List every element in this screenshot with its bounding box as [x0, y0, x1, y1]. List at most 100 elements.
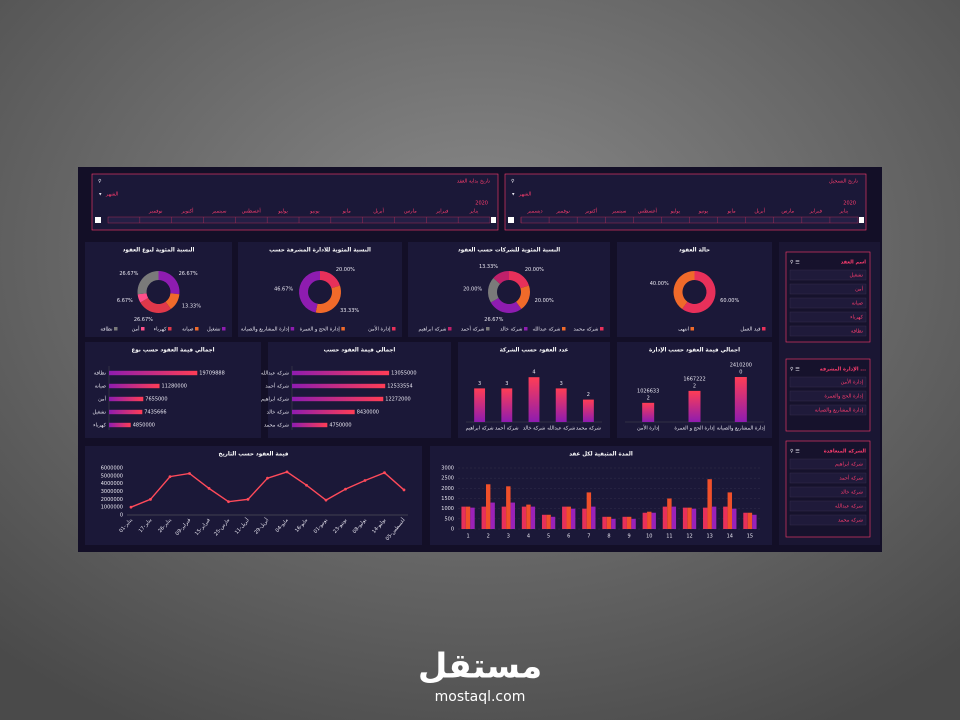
legend-swatch	[392, 327, 396, 331]
slicer-item[interactable]	[789, 297, 867, 309]
timeline-title: تاريخ بداية العقد	[457, 179, 491, 185]
timeline-month[interactable]: أبريل	[754, 208, 765, 215]
scroll-left[interactable]	[508, 217, 514, 223]
slicer-item-label[interactable]: إدارة المشاريع والصيانة	[815, 408, 864, 414]
timeline-month[interactable]: نوفمبر	[148, 209, 163, 215]
y-tick-label: 0	[120, 513, 123, 519]
timeline-month[interactable]: أغسطس	[242, 208, 262, 215]
category-label: شركة أحمد	[495, 425, 519, 432]
bar	[521, 506, 527, 529]
timeline-month[interactable]: أكتوبر	[584, 208, 598, 215]
slicer-item[interactable]	[789, 269, 867, 281]
slicer-item[interactable]	[789, 458, 867, 470]
bar	[292, 383, 386, 389]
bar	[555, 388, 567, 422]
bar	[671, 506, 677, 529]
slicer-item[interactable]	[789, 390, 867, 402]
timeline-month[interactable]: يونيو	[309, 209, 320, 215]
legend-label: شركة محمد	[573, 326, 598, 332]
slicer-item-label[interactable]: شركة ابراهيم	[835, 462, 863, 468]
y-tick-label: 500	[444, 516, 454, 522]
slicer-title: اسم العقد	[841, 260, 866, 266]
scroll-right[interactable]	[859, 217, 864, 223]
slicer-item[interactable]	[789, 514, 867, 526]
data-label: 6.67%	[117, 298, 133, 304]
timeline-month[interactable]: أكتوبر	[181, 208, 195, 215]
y-tick-label: 1000000	[101, 505, 123, 511]
x-tick-label: 13	[706, 534, 712, 540]
chart-panel	[617, 242, 772, 337]
timeline-month[interactable]: مارس	[404, 209, 417, 215]
timeline-month[interactable]: سبتمبر	[211, 209, 226, 215]
timeline-month[interactable]: مايو	[342, 209, 351, 215]
timeline-month[interactable]: يونيو	[698, 209, 709, 215]
slicer-item[interactable]	[789, 376, 867, 388]
slicer-item[interactable]	[789, 283, 867, 295]
legend-label: نظافة	[100, 326, 112, 332]
timeline-month[interactable]: يوليو	[670, 209, 681, 215]
timeline-month[interactable]: مارس	[781, 209, 794, 215]
bar	[752, 514, 757, 529]
timeline-level[interactable]: الشهر	[105, 192, 118, 198]
category-label: كهرباء	[93, 423, 106, 429]
x-tick-label: 5	[547, 534, 550, 540]
slicer-title: الشركة المتعاقدة	[824, 449, 867, 455]
chart-panel	[268, 342, 451, 438]
slicer-item-label[interactable]: شركة عبدالله	[835, 504, 863, 510]
slicer-item-label[interactable]: شركة أحمد	[839, 475, 863, 482]
slicer-item[interactable]	[789, 500, 867, 512]
slicer-item-label[interactable]: تشغيل	[849, 273, 863, 279]
bar	[642, 402, 655, 422]
slicer-item-label[interactable]: كهرباء	[850, 315, 863, 321]
timeline-month[interactable]: فبراير	[809, 209, 823, 215]
slicer-item-label[interactable]: أمن	[855, 286, 863, 293]
timeline-month[interactable]: يناير	[839, 209, 849, 215]
legend-swatch	[141, 327, 145, 331]
legend-swatch	[222, 327, 226, 331]
count-label: 2	[647, 395, 650, 401]
bar	[723, 506, 728, 529]
timeline-month[interactable]: نوفمبر	[555, 209, 570, 215]
data-label: 13.33%	[479, 264, 498, 270]
line-point	[227, 500, 230, 504]
scroll-left[interactable]	[95, 217, 101, 223]
chart-title: اجمالي قيمة العقود حسب نوع	[131, 348, 214, 354]
data-label: 4850000	[133, 423, 155, 429]
timeline-month[interactable]: ديسمبر	[526, 209, 542, 215]
timeline-month[interactable]: يوليو	[277, 209, 288, 215]
slicer-item[interactable]	[789, 325, 867, 337]
filter-icon: ⚲	[98, 179, 102, 185]
timeline-month[interactable]: سبتمبر	[611, 209, 626, 215]
legend-label: تشغيل	[207, 326, 221, 332]
slicer-item-label[interactable]: إدارة الحج والعمرة	[824, 394, 863, 400]
legend-swatch	[562, 327, 566, 331]
slicer-item-label[interactable]: شركة محمد	[838, 518, 863, 524]
line-point	[344, 487, 347, 491]
timeline-month[interactable]: أبريل	[373, 208, 384, 215]
slicer-item-label[interactable]: نظافة	[851, 329, 863, 335]
timeline-month[interactable]: يناير	[469, 209, 479, 215]
legend-label: إدارة المشاريع والصيانة	[241, 326, 290, 332]
data-label: 13055000	[391, 371, 416, 377]
bar	[481, 506, 486, 529]
slicer-item[interactable]	[789, 486, 867, 498]
slicer-item-label[interactable]: صيانة	[852, 301, 863, 307]
bar	[662, 506, 668, 529]
y-tick-label: 3000	[441, 466, 454, 472]
y-tick-label: 4000000	[101, 481, 123, 487]
timeline-month[interactable]: أغسطس	[638, 208, 658, 215]
bar	[528, 377, 540, 422]
x-tick-label: 6	[567, 534, 570, 540]
data-label: 13.33%	[182, 303, 201, 309]
slicer-item[interactable]	[789, 472, 867, 484]
bar	[109, 383, 160, 389]
slicer-item-label[interactable]: شركة خالد	[841, 490, 863, 496]
slicer-item[interactable]	[789, 404, 867, 416]
slicer-item[interactable]	[789, 311, 867, 323]
timeline-level[interactable]: الشهر	[518, 192, 531, 198]
timeline-month[interactable]: فبراير	[435, 209, 449, 215]
donut-slice	[509, 271, 529, 289]
timeline-month[interactable]: مايو	[727, 209, 736, 215]
slicer-item-label[interactable]: إدارة الأمن	[841, 379, 864, 386]
scroll-right[interactable]	[491, 217, 496, 223]
